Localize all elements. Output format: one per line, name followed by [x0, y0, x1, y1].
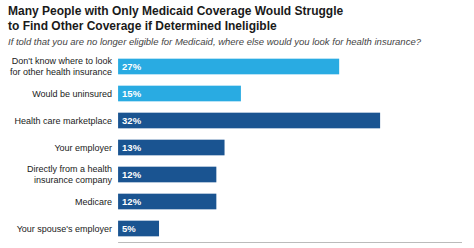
y-tick-labels: Don't know where to lookfor other health… [10, 56, 113, 233]
bars [118, 59, 380, 237]
title: Many People with Only Medicaid Coverage … [8, 4, 343, 33]
chart: Many People with Only Medicaid Coverage … [0, 0, 474, 248]
category-label: Would be uninsured [32, 89, 112, 99]
bar [118, 86, 241, 102]
bar [118, 59, 339, 75]
category-label: Your employer [54, 143, 112, 153]
data-label: 13% [122, 142, 142, 153]
data-label: 32% [122, 115, 142, 126]
category-label: Your spouse's employer [17, 224, 112, 234]
data-label: 5% [122, 223, 136, 234]
data-label: 12% [122, 169, 142, 180]
bar [118, 113, 380, 129]
category-label: Directly from a healthinsurance company [27, 164, 113, 185]
data-label: 27% [122, 61, 142, 72]
data-label: 15% [122, 88, 142, 99]
bar [118, 194, 216, 210]
bar [118, 167, 216, 183]
x-axis-line [118, 242, 462, 243]
data-labels: 27% 15% 32% 13% 12% 12% 5% [122, 61, 142, 234]
subtitle: If told that you are no longer eligible … [8, 36, 422, 47]
category-label: Health care marketplace [15, 116, 113, 126]
category-label: Don't know where to lookfor other health… [10, 56, 113, 77]
bar [118, 140, 224, 156]
data-label: 12% [122, 196, 142, 207]
category-label: Medicare [75, 197, 112, 207]
bar [118, 221, 159, 237]
